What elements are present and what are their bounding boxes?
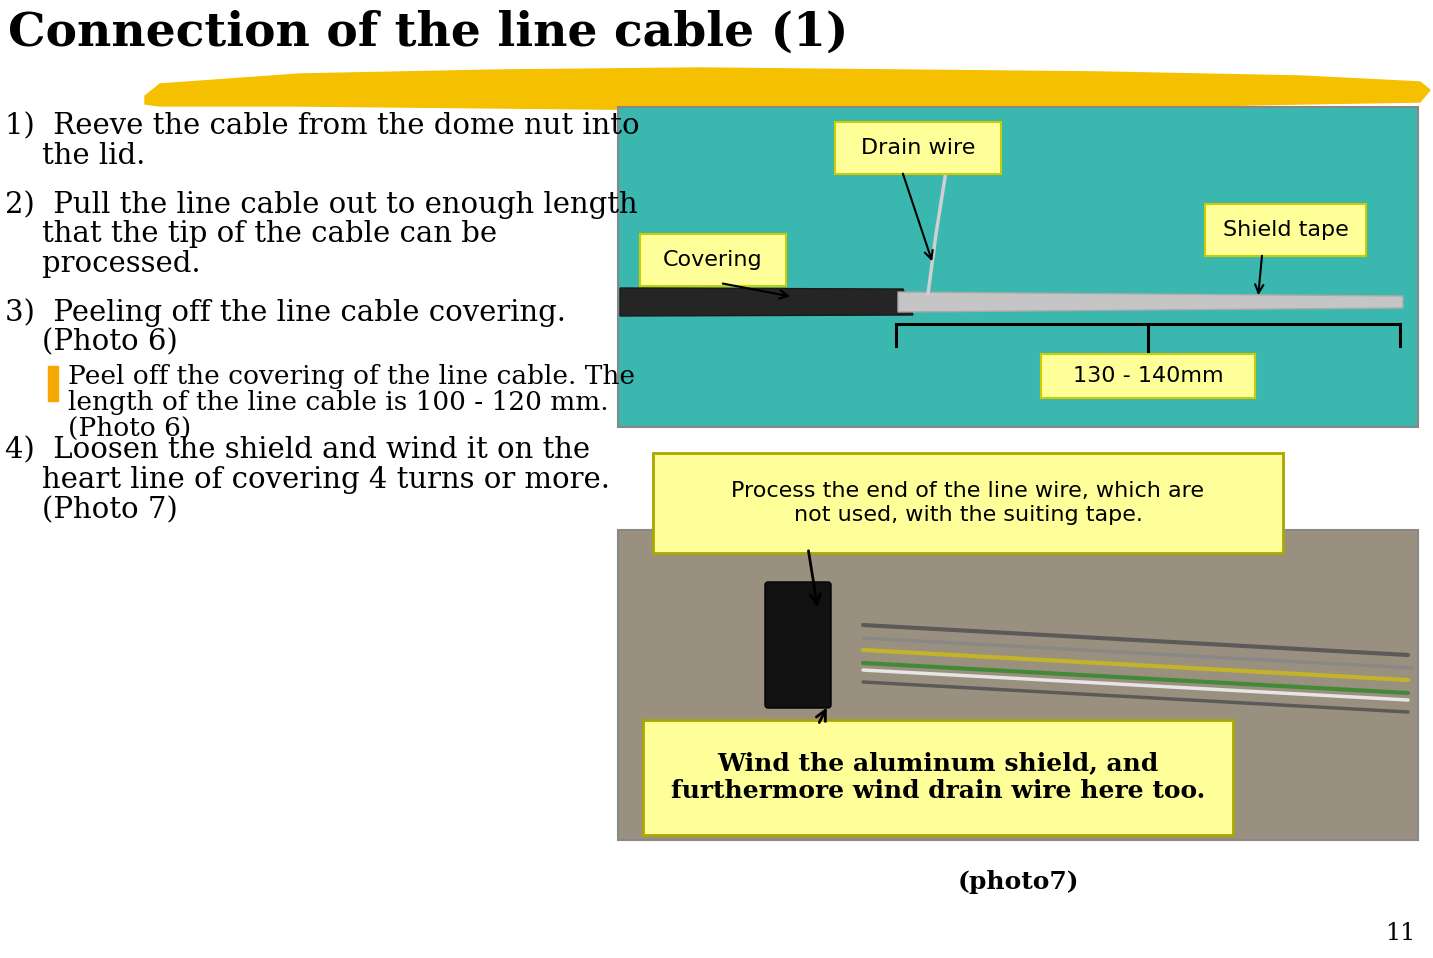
Polygon shape (145, 68, 1430, 110)
Text: Shield tape: Shield tape (1222, 220, 1348, 240)
Text: (photo6): (photo6) (957, 457, 1079, 481)
Text: length of the line cable is 100 - 120 mm.: length of the line cable is 100 - 120 mm… (67, 390, 609, 415)
Polygon shape (898, 292, 1403, 312)
FancyBboxPatch shape (835, 122, 1002, 174)
FancyBboxPatch shape (618, 107, 1419, 427)
FancyBboxPatch shape (765, 582, 831, 708)
Text: heart line of covering 4 turns or more.: heart line of covering 4 turns or more. (4, 466, 610, 494)
Text: 130 - 140mm: 130 - 140mm (1073, 366, 1224, 386)
Text: Connection of the line cable (1): Connection of the line cable (1) (9, 10, 848, 56)
FancyBboxPatch shape (1205, 204, 1366, 256)
FancyBboxPatch shape (47, 366, 57, 401)
Text: (Photo 7): (Photo 7) (4, 496, 178, 524)
Text: 2)  Pull the line cable out to enough length: 2) Pull the line cable out to enough len… (4, 190, 638, 218)
Text: (Photo 6): (Photo 6) (4, 328, 178, 356)
FancyBboxPatch shape (1040, 354, 1255, 398)
Text: Peel off the covering of the line cable. The: Peel off the covering of the line cable.… (67, 364, 635, 389)
FancyBboxPatch shape (618, 530, 1419, 840)
Text: Process the end of the line wire, which are
not used, with the suiting tape.: Process the end of the line wire, which … (731, 482, 1205, 525)
Polygon shape (620, 288, 913, 316)
Text: (Photo 6): (Photo 6) (67, 416, 191, 441)
Text: Wind the aluminum shield, and
furthermore wind drain wire here too.: Wind the aluminum shield, and furthermor… (671, 752, 1205, 804)
FancyBboxPatch shape (641, 234, 785, 286)
FancyBboxPatch shape (653, 453, 1283, 553)
Text: that the tip of the cable can be: that the tip of the cable can be (4, 220, 497, 248)
Text: 4)  Loosen the shield and wind it on the: 4) Loosen the shield and wind it on the (4, 436, 590, 464)
FancyBboxPatch shape (643, 720, 1232, 835)
Text: 1)  Reeve the cable from the dome nut into: 1) Reeve the cable from the dome nut int… (4, 112, 639, 140)
Text: Covering: Covering (663, 250, 762, 270)
Text: (photo7): (photo7) (957, 870, 1079, 894)
Text: 3)  Peeling off the line cable covering.: 3) Peeling off the line cable covering. (4, 298, 566, 327)
Text: 11: 11 (1384, 922, 1414, 945)
Text: processed.: processed. (4, 250, 201, 278)
Text: Drain wire: Drain wire (861, 138, 976, 158)
Text: the lid.: the lid. (4, 142, 145, 170)
